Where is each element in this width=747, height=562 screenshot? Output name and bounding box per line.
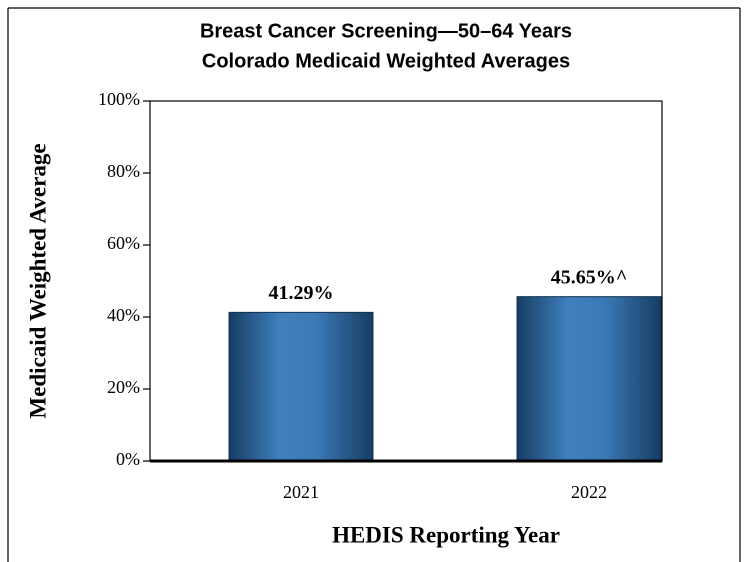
outer-border (7, 7, 741, 562)
chart-subtitle: Colorado Medicaid Weighted Averages (202, 50, 570, 72)
x-tick-label: 2021 (283, 482, 319, 502)
chart-title: Breast Cancer Screening—50–64 Years (200, 20, 572, 42)
y-tick-label: 100% (98, 89, 140, 109)
x-tick-label: 2022 (571, 482, 607, 502)
y-tick-label: 80% (107, 161, 140, 181)
bar (516, 296, 662, 462)
y-tick-label: 20% (107, 377, 140, 397)
y-tick-label: 60% (107, 233, 140, 253)
y-axis-label: Medicaid Weighted Average (25, 143, 50, 418)
y-tick-label: 0% (116, 449, 140, 469)
data-label: 45.65%^ (551, 266, 628, 288)
bar (228, 311, 374, 462)
x-axis-label: HEDIS Reporting Year (332, 522, 560, 547)
y-tick-label: 40% (107, 305, 140, 325)
data-label: 41.29% (269, 282, 334, 304)
